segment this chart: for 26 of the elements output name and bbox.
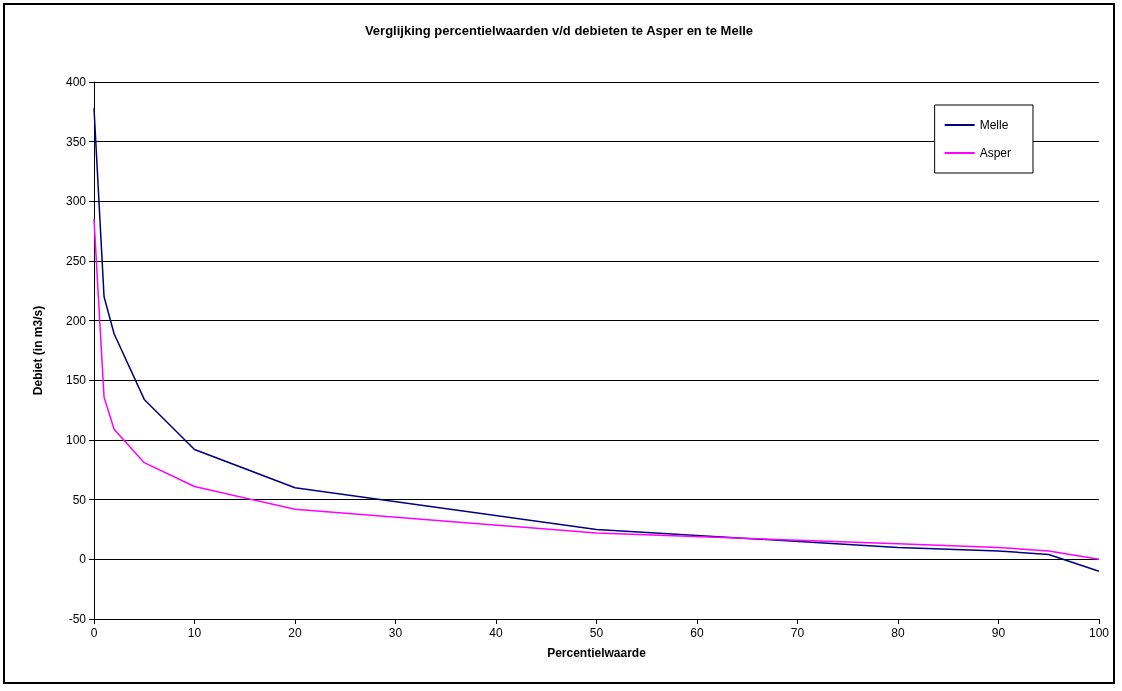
chart-title: Verglijking percentielwaarden v/d debieten te Asper en te Melle [364,23,754,38]
legend-label: Asper [979,146,1012,160]
y-tick-label: 50 [72,492,87,507]
x-tick-label: 30 [388,626,403,640]
x-tick-label: 10 [187,626,202,640]
x-tick-label: 70 [790,626,805,640]
y-tick-label: 250 [65,254,87,268]
y-tick-label: 200 [65,313,87,328]
x-tick-label: 90 [991,626,1006,640]
y-tick-label: 400 [65,75,87,89]
y-tick-label: 0 [79,552,87,567]
x-tick-label: 80 [891,626,905,640]
x-tick-label: 50 [589,626,604,640]
y-tick-label: -50 [68,612,87,626]
x-tick-label: 0 [90,626,98,640]
y-tick-label: 300 [65,194,87,209]
y-axis-title: Debiet (in m3/s) [31,305,45,396]
y-tick-label: 100 [65,433,87,447]
y-tick-label: 350 [65,134,87,149]
x-axis-title: Percentielwaarde [547,646,647,660]
legend-label: Melle [979,118,1009,132]
x-tick-label: 20 [288,626,302,640]
x-tick-label: 100 [1088,626,1110,640]
x-tick-label: 60 [690,626,704,640]
x-tick-label: 40 [489,626,503,640]
y-tick-label: 150 [65,373,87,388]
